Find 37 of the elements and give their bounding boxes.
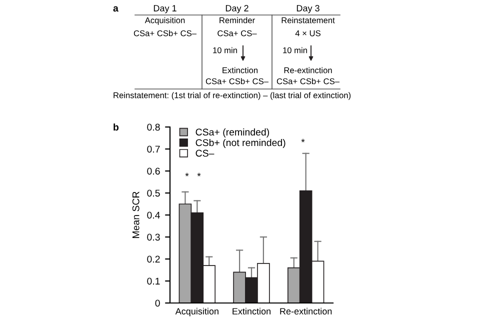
text: Day 2 [226, 5, 248, 14]
x-tick-label: Extinction [232, 308, 270, 314]
annotation: * [197, 172, 201, 176]
y-tick-label: 0.5 [147, 190, 160, 197]
text: Extinction [222, 67, 258, 74]
text: Reinstatement: (1st trial of re-extinction) – (last trial of extinction) [114, 92, 351, 100]
legend-label: CSb+ (not reminded) [196, 138, 286, 148]
y-axis-title: Mean SCR [132, 192, 140, 238]
text: Reinstatement [282, 17, 335, 24]
text: 4 × US [295, 30, 320, 36]
text: b [114, 123, 119, 131]
legend-label: CSa+ (reminded) [196, 128, 269, 138]
y-tick-label: 0.8 [147, 124, 160, 131]
y-tick-label: 0.4 [147, 212, 160, 219]
text: 10 min [213, 47, 237, 54]
y-tick-label: 0.7 [147, 146, 160, 153]
y-tick-label: 0 [155, 300, 160, 307]
text: 10 min [283, 47, 307, 54]
y-tick-label: 0.2 [147, 256, 160, 263]
annotation: * [185, 172, 189, 176]
y-tick-label: 0.1 [147, 278, 160, 285]
text: a [113, 6, 118, 12]
text: Re-extinction [284, 67, 332, 74]
text: Reminder [220, 17, 255, 24]
text: CSa+ CSb+ CS– [134, 30, 196, 36]
text: Day 3 [296, 5, 320, 14]
text: Acquisition [144, 17, 185, 25]
annotation: * [301, 138, 305, 142]
x-tick-label: Re-extinction [280, 308, 332, 314]
x-tick-label: Acquisition [175, 308, 218, 316]
y-tick-label: 0.3 [147, 234, 160, 241]
legend-label: CS– [196, 150, 214, 157]
y-tick-label: 0.6 [147, 168, 160, 175]
text: Day 1 [154, 5, 176, 14]
text: CSa+ CSb+ CS– [276, 78, 340, 84]
text: CSa+ CSb+ CS– [206, 78, 268, 84]
text: CSa+ CS– [218, 30, 257, 36]
